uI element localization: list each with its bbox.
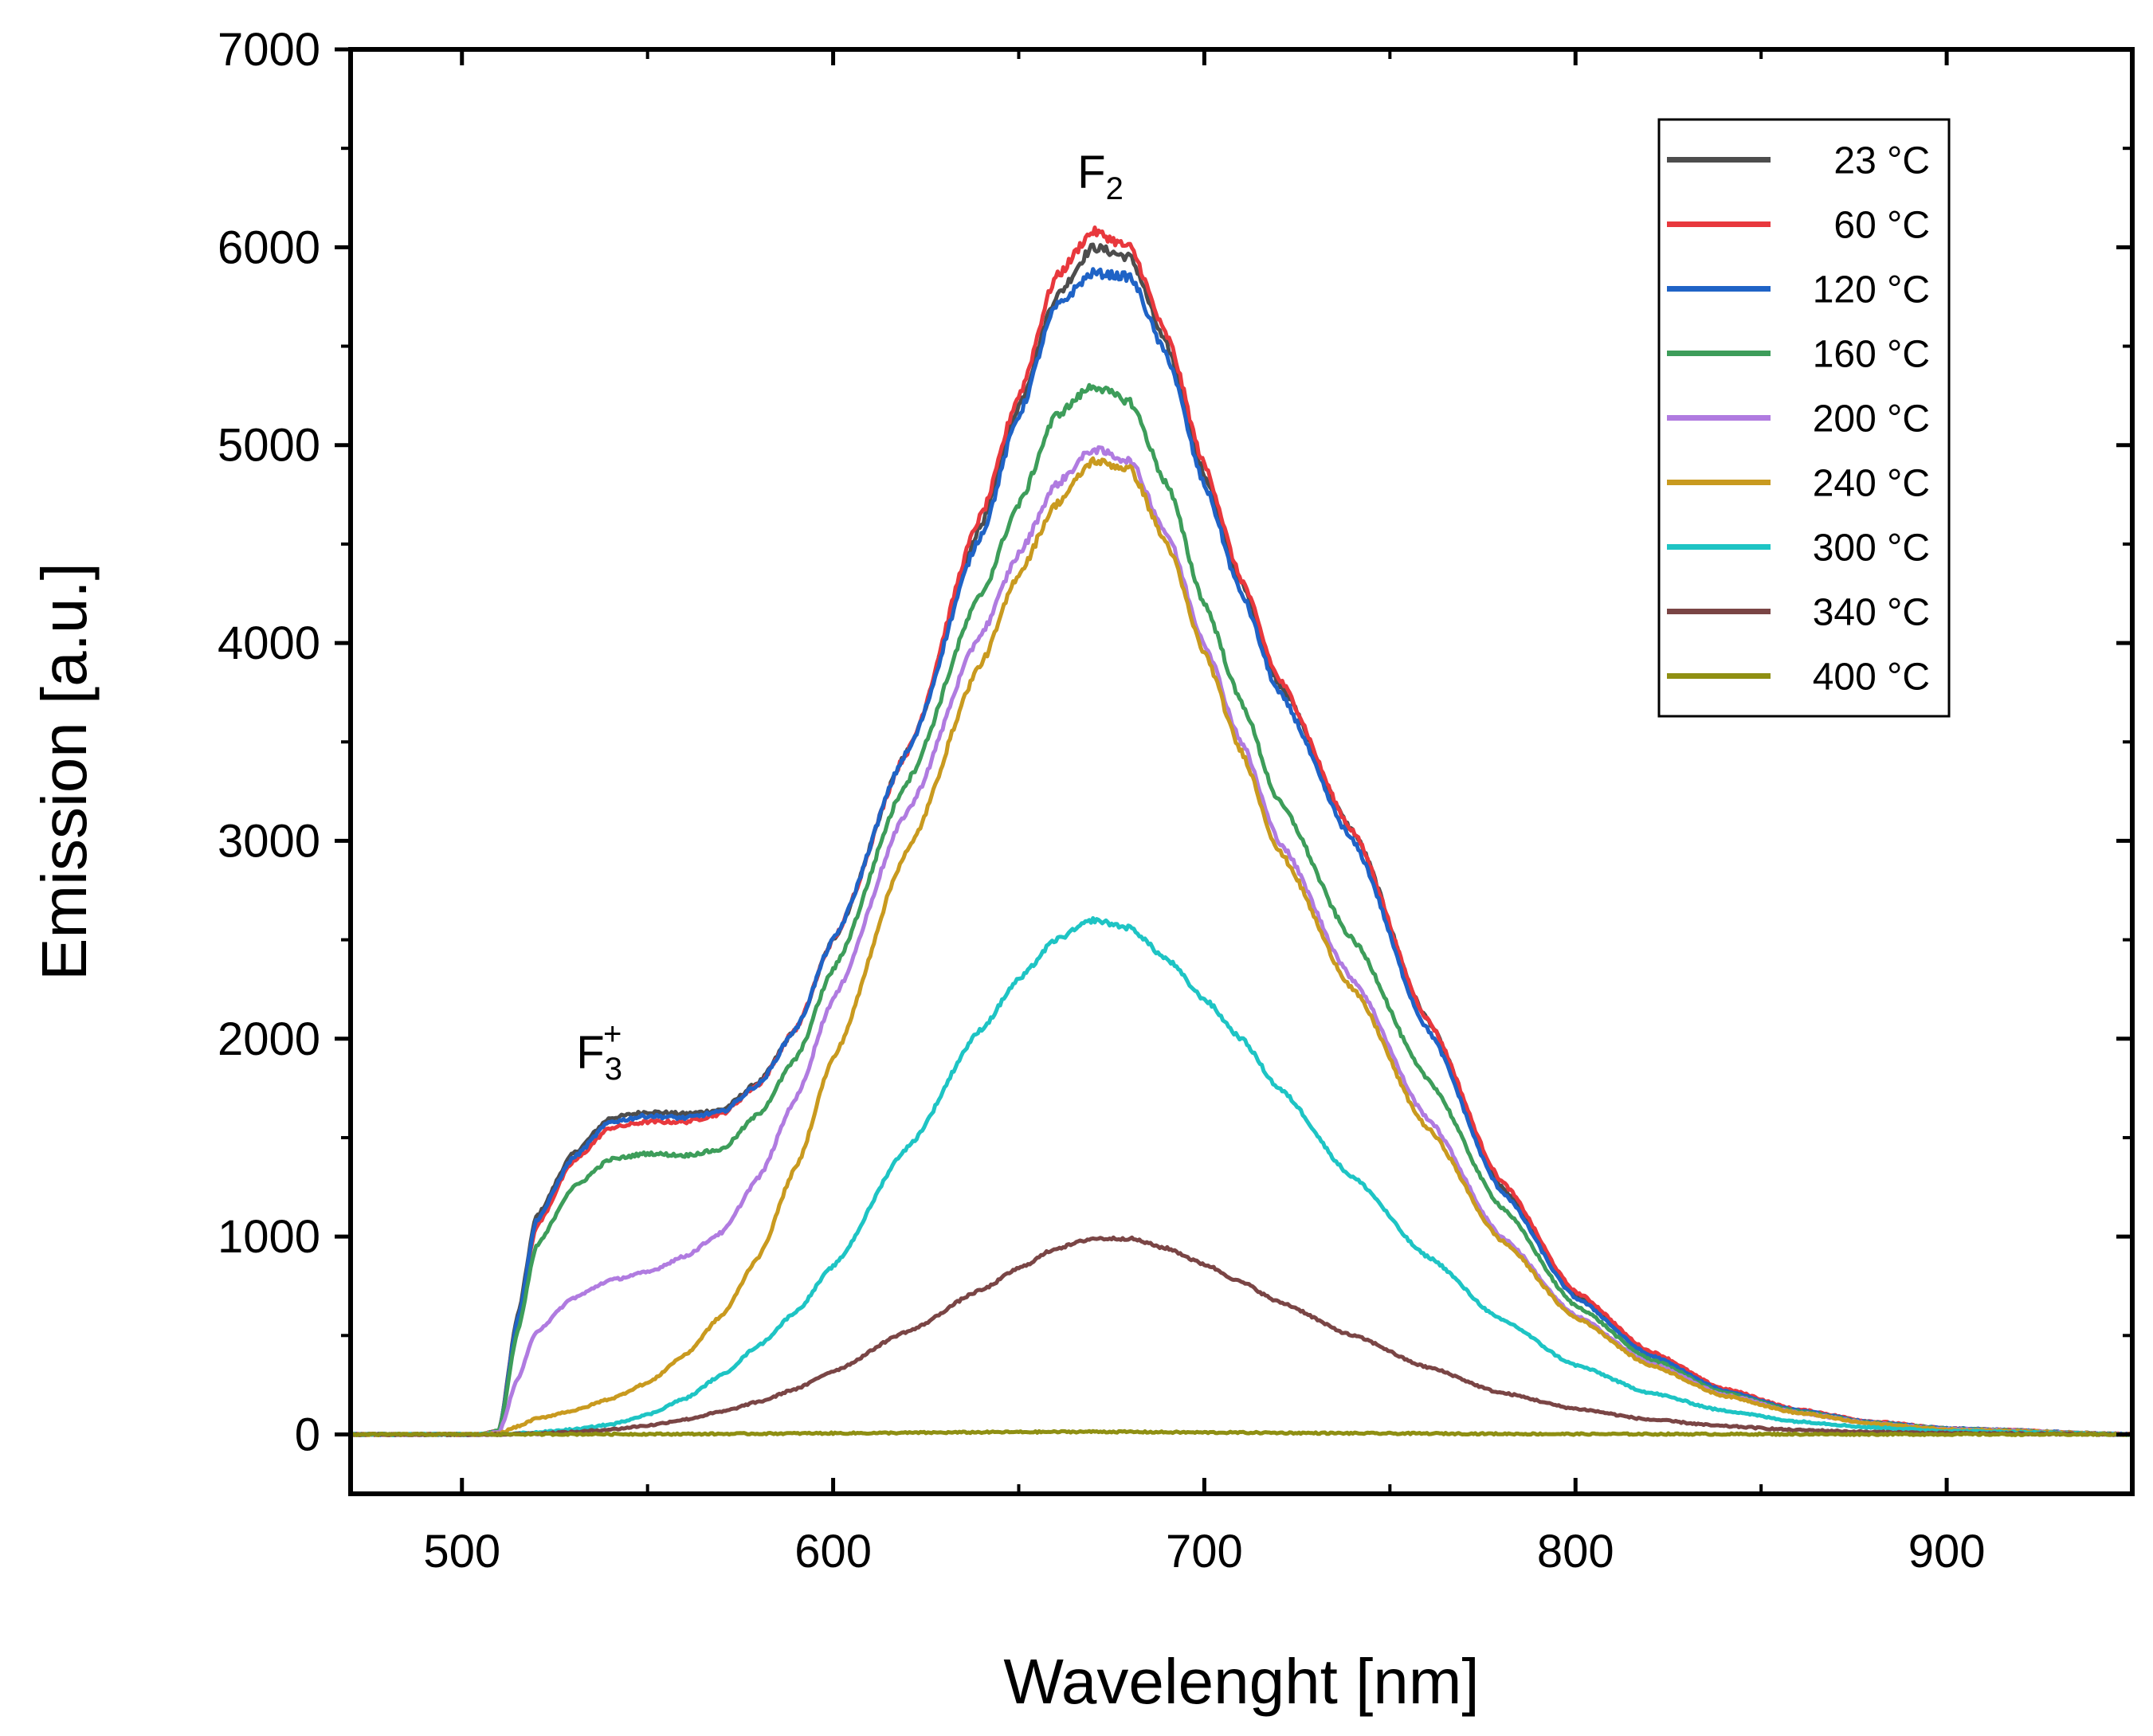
y-tick-label-4: 4000 bbox=[218, 617, 320, 669]
y-tick-label-6: 6000 bbox=[218, 221, 320, 273]
x-tick-label-1: 600 bbox=[794, 1526, 872, 1577]
y-tick-label-1: 1000 bbox=[218, 1211, 320, 1263]
x-tick-label-0: 500 bbox=[423, 1526, 500, 1577]
y-axis-title: Emission [a.u.] bbox=[29, 562, 100, 981]
legend-box bbox=[1657, 118, 1951, 718]
y-tick-label-3: 3000 bbox=[218, 815, 320, 867]
legend-label-5: 240 °C bbox=[1813, 463, 1930, 505]
y-tick-label-7: 7000 bbox=[218, 24, 320, 76]
x-tick-label-2: 700 bbox=[1166, 1526, 1243, 1577]
series-line-5 bbox=[350, 456, 2133, 1437]
plot-frame bbox=[348, 47, 2135, 1496]
series-line-7 bbox=[350, 1235, 2134, 1437]
series-line-8 bbox=[350, 1428, 2133, 1437]
legend-label-7: 340 °C bbox=[1813, 592, 1930, 634]
y-tick-label-5: 5000 bbox=[218, 420, 320, 472]
annotations: F2 F3+ bbox=[576, 147, 1124, 1087]
ticks-layer: 500 600 700 800 900 0 1000 2000 3000 4000 5000 6000… bbox=[218, 24, 2134, 1577]
legend-label-8: 400 °C bbox=[1813, 656, 1930, 699]
series-line-6 bbox=[350, 915, 2133, 1437]
x-tick-label-4: 900 bbox=[1908, 1526, 1986, 1577]
y-tick-label-0: 0 bbox=[295, 1409, 320, 1460]
legend-label-6: 300 °C bbox=[1813, 527, 1930, 570]
legend-label-1: 60 °C bbox=[1833, 205, 1930, 247]
legend: 23 °C 60 °C 120 °C 160 °C 200 °C 240 °C 300 °C… bbox=[1657, 118, 1951, 718]
legend-label-4: 200 °C bbox=[1813, 398, 1930, 441]
x-axis-title: Wavelenght [nm] bbox=[1003, 1646, 1479, 1717]
series-layer bbox=[349, 225, 2134, 1437]
annotation-0: F2 bbox=[1077, 147, 1124, 206]
x-tick-label-3: 800 bbox=[1537, 1526, 1614, 1577]
annotation-1: F3+ bbox=[576, 1017, 622, 1087]
legend-label-0: 23 °C bbox=[1833, 140, 1930, 182]
legend-label-2: 120 °C bbox=[1813, 269, 1930, 312]
legend-label-3: 160 °C bbox=[1813, 334, 1930, 376]
y-tick-label-2: 2000 bbox=[218, 1013, 320, 1065]
